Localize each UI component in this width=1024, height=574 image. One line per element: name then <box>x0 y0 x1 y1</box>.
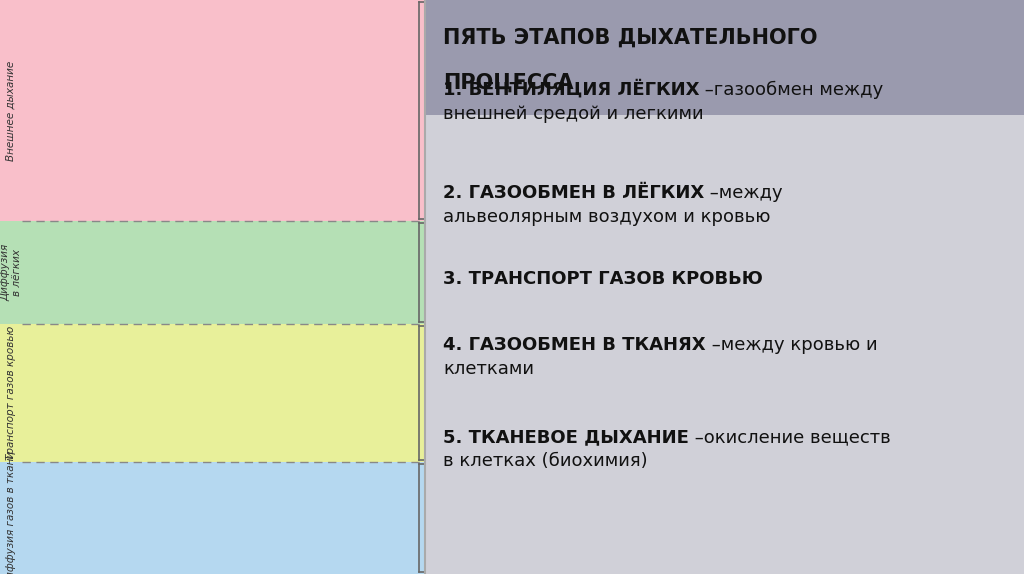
Text: –между: –между <box>705 184 782 202</box>
Text: в клетках (биохимия): в клетках (биохимия) <box>443 452 647 470</box>
Text: 2. ГАЗООБМЕН В ЛЁГКИХ: 2. ГАЗООБМЕН В ЛЁГКИХ <box>443 184 705 202</box>
Bar <box>0 221 425 324</box>
Bar <box>425 0 1024 574</box>
Text: Внешнее дыхание: Внешнее дыхание <box>6 60 16 161</box>
Text: альвеолярным воздухом и кровью: альвеолярным воздухом и кровью <box>443 208 770 226</box>
Text: 3. ТРАНСПОРТ ГАЗОВ КРОВЬЮ: 3. ТРАНСПОРТ ГАЗОВ КРОВЬЮ <box>443 270 763 288</box>
Text: ПЯТЬ ЭТАПОВ ДЫХАТЕЛЬНОГО: ПЯТЬ ЭТАПОВ ДЫХАТЕЛЬНОГО <box>443 28 817 48</box>
Text: 5. ТКАНЕВОЕ ДЫХАНИЕ: 5. ТКАНЕВОЕ ДЫХАНИЕ <box>443 428 689 446</box>
Text: ПРОЦЕССА: ПРОЦЕССА <box>443 73 573 92</box>
Text: Транспорт газов кровью: Транспорт газов кровью <box>6 326 16 460</box>
Bar <box>425 0 1024 115</box>
Text: внешней средой и легкими: внешней средой и легкими <box>443 105 703 123</box>
Text: 4. ГАЗООБМЕН В ТКАНЯХ: 4. ГАЗООБМЕН В ТКАНЯХ <box>443 336 706 354</box>
Text: –газообмен между: –газообмен между <box>699 80 884 99</box>
Text: клетками: клетками <box>443 360 534 378</box>
Bar <box>0 0 425 221</box>
Bar <box>0 324 425 462</box>
Text: Диффузия газов в ткани: Диффузия газов в ткани <box>6 451 16 574</box>
Text: –окисление веществ: –окисление веществ <box>689 428 891 446</box>
Text: Диффузия
в лёгких: Диффузия в лёгких <box>0 244 22 301</box>
Text: –между кровью и: –между кровью и <box>706 336 878 354</box>
Bar <box>0 462 425 574</box>
Text: 1. ВЕНТИЛЯЦИЯ ЛЁГКИХ: 1. ВЕНТИЛЯЦИЯ ЛЁГКИХ <box>443 80 699 99</box>
